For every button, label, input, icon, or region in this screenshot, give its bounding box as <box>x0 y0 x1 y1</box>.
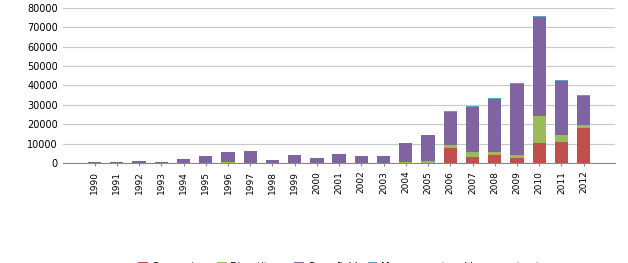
Bar <box>488 98 501 99</box>
Bar <box>577 95 590 96</box>
Bar <box>443 148 457 163</box>
Bar <box>466 106 479 107</box>
Bar <box>511 83 524 84</box>
Bar <box>221 152 235 162</box>
Bar <box>577 128 590 163</box>
Bar <box>377 156 390 163</box>
Bar <box>177 159 190 163</box>
Bar <box>288 155 301 163</box>
Bar <box>466 157 479 163</box>
Bar <box>443 111 457 112</box>
Bar <box>511 158 524 163</box>
Bar <box>332 154 346 163</box>
Bar <box>399 143 413 162</box>
Bar <box>533 143 546 163</box>
Bar <box>154 162 168 163</box>
Bar <box>555 135 568 142</box>
Bar <box>443 145 457 148</box>
Legend: Concession, Divestiture, Greenfield, Management and lease contract: Concession, Divestiture, Greenfield, Man… <box>134 258 544 263</box>
Bar <box>533 17 546 115</box>
Bar <box>533 115 546 143</box>
Bar <box>443 112 457 145</box>
Bar <box>466 152 479 157</box>
Bar <box>266 160 279 163</box>
Bar <box>466 107 479 152</box>
Bar <box>577 96 590 125</box>
Bar <box>488 155 501 163</box>
Bar <box>488 99 501 152</box>
Bar <box>555 80 568 81</box>
Bar <box>310 158 323 163</box>
Bar <box>555 81 568 135</box>
Bar <box>199 156 212 163</box>
Bar <box>577 125 590 128</box>
Bar <box>488 152 501 155</box>
Bar <box>110 161 124 163</box>
Bar <box>88 162 101 163</box>
Bar <box>421 135 435 161</box>
Bar <box>355 156 368 163</box>
Bar <box>555 142 568 163</box>
Bar <box>133 161 146 163</box>
Bar <box>399 162 413 163</box>
Bar <box>511 155 524 158</box>
Bar <box>533 16 546 17</box>
Bar <box>511 84 524 155</box>
Bar <box>421 161 435 163</box>
Bar <box>221 162 235 163</box>
Bar <box>244 151 257 163</box>
